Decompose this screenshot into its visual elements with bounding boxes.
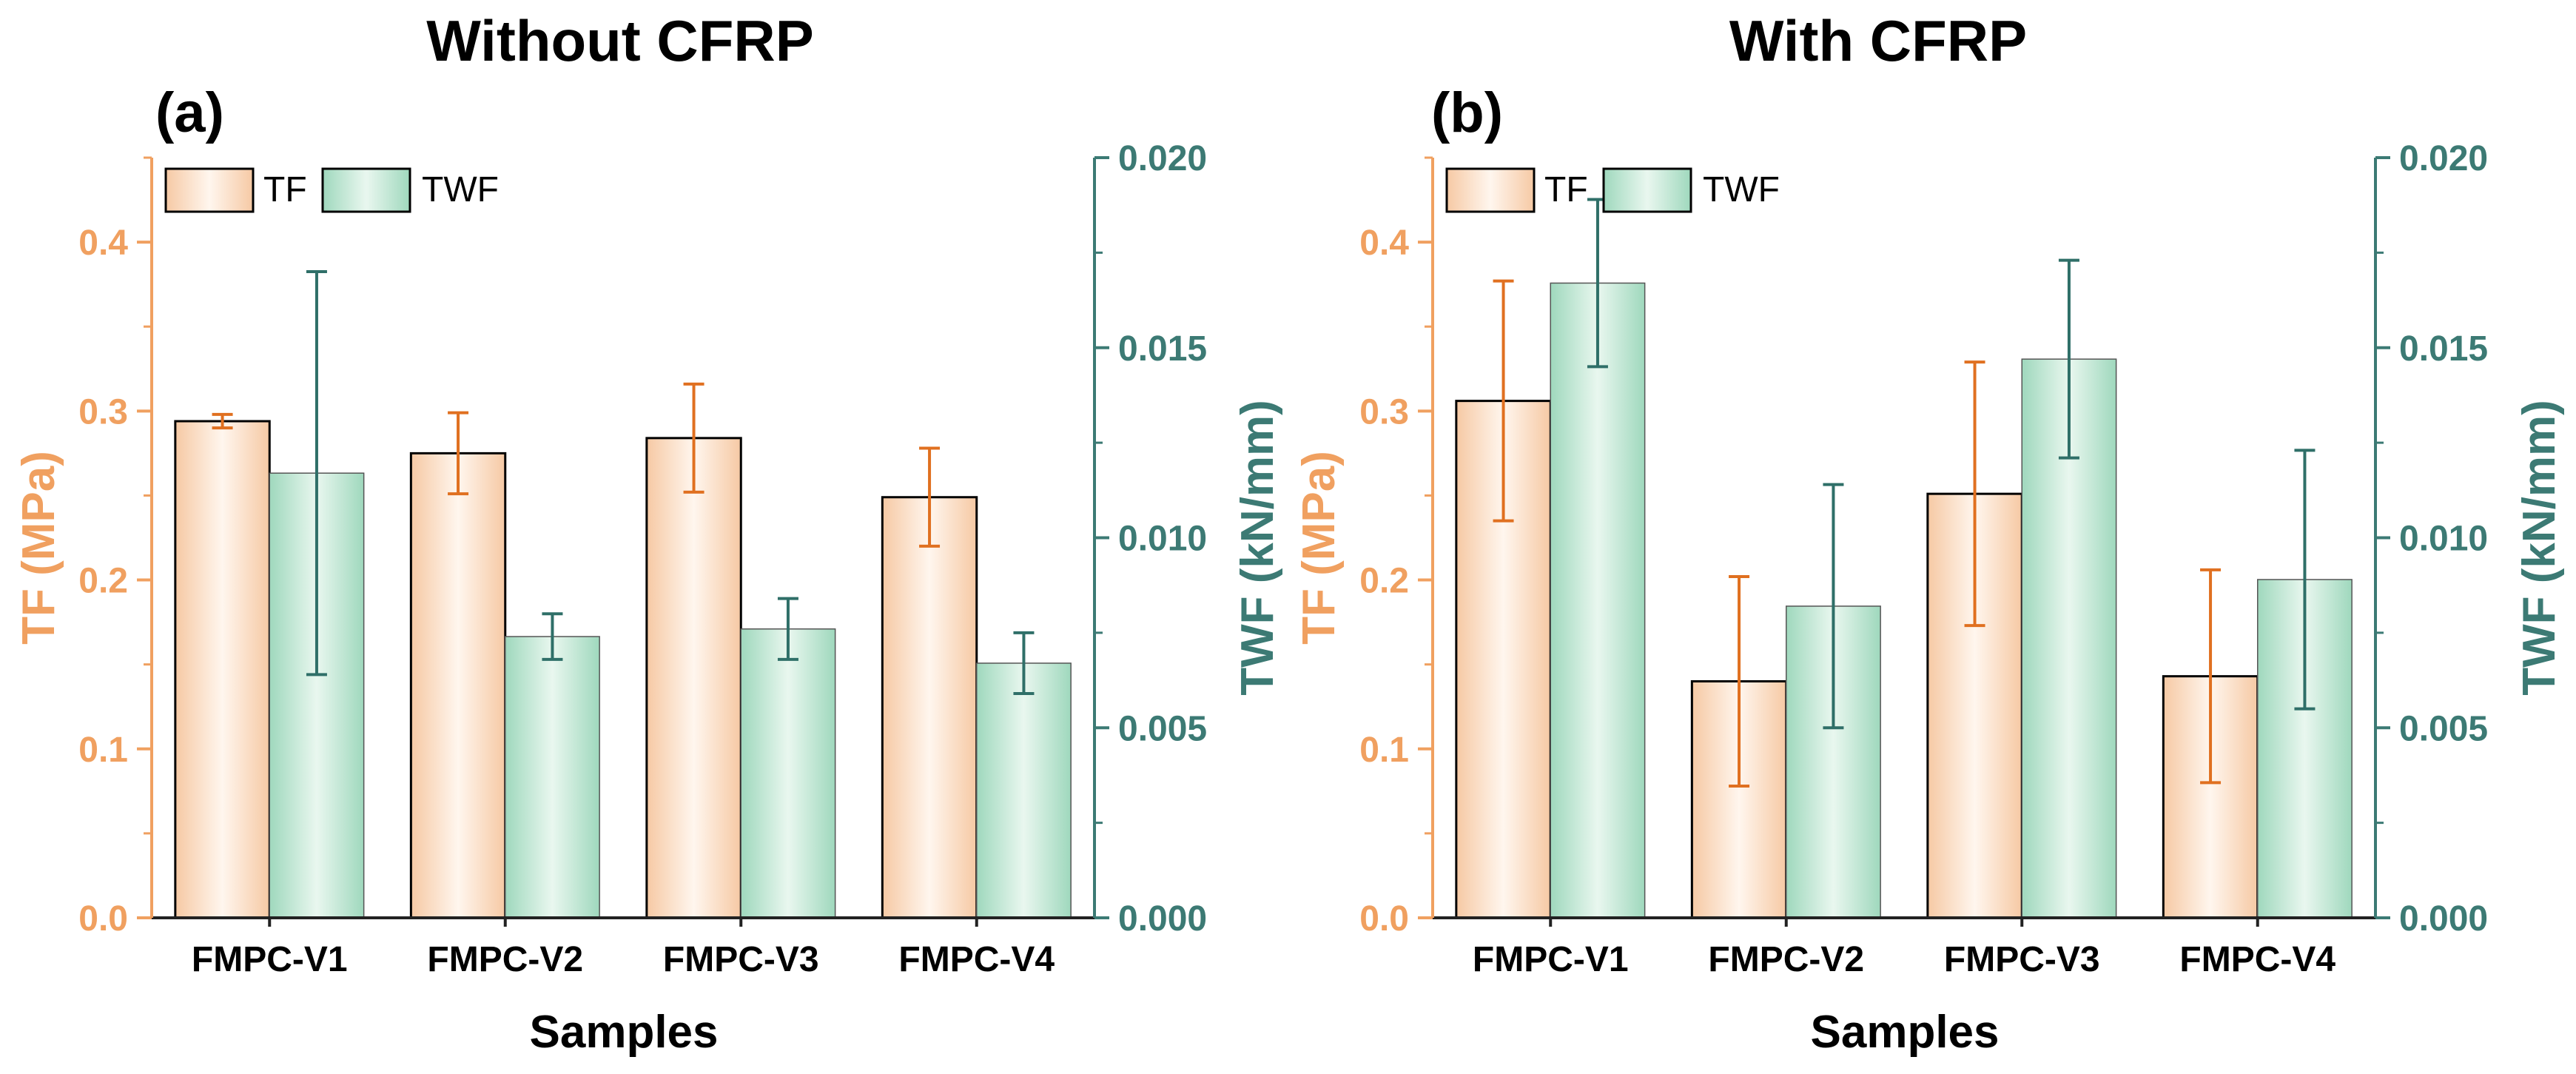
bar-twf-fmpc-v2	[505, 636, 600, 919]
y-tick-label-right: 0.005	[2399, 709, 2488, 748]
error-bar-twf-fmpc-v2	[1823, 483, 1844, 730]
panel-with-cfrp: With CFRP (b) Samples TF (MPa) TWF (kN/m…	[1294, 8, 2565, 1058]
y-tick-label-right: 0.015	[2399, 329, 2488, 369]
legend: TF TWF	[164, 167, 499, 213]
y-axis-label-right: TWF (kN/mm)	[2514, 400, 2565, 696]
error-bar-twf-fmpc-v3	[777, 597, 798, 661]
y-tick-label-right: 0.015	[1118, 329, 1207, 369]
legend-label-tf: TF	[263, 170, 307, 209]
legend-swatch-tf	[1445, 167, 1536, 213]
error-bar-tf-fmpc-v1	[212, 412, 233, 430]
x-axis-label: Samples	[1810, 1007, 1999, 1058]
legend-swatch-tf	[164, 167, 255, 213]
panel-without-cfrp: Without CFRP (a) Samples TF (MPa) TWF (k…	[13, 8, 1283, 1058]
y-tick-label-right: 0.010	[1118, 520, 1207, 559]
bar-twf-fmpc-v1	[1550, 282, 1646, 919]
y-tick-label-right: 0.020	[2399, 139, 2488, 178]
x-tick-label: FMPC-V4	[2179, 940, 2335, 979]
legend: TF TWF	[1445, 167, 1780, 213]
error-bar-twf-fmpc-v2	[542, 612, 563, 661]
bar-tf-fmpc-v2	[409, 452, 507, 919]
bar-tf-fmpc-v1	[174, 420, 271, 919]
x-axis-label: Samples	[529, 1007, 718, 1058]
y-tick-label-right: 0.020	[1118, 139, 1207, 178]
error-bar-tf-fmpc-v1	[1493, 279, 1514, 523]
bar-twf-fmpc-v3	[740, 628, 836, 919]
y-tick-label-left: 0.1	[1359, 731, 1409, 770]
chart-title: Without CFRP	[426, 8, 814, 73]
plot-area: FMPC-V1 FMPC-V2 FMPC-V3 FMPC-V4 0.0 0.1 0.2 0.3…	[78, 139, 1207, 979]
y-tick-label-right: 0.000	[2399, 899, 2488, 939]
y-tick-label-left: 0.3	[1359, 392, 1409, 432]
x-tick-label: FMPC-V4	[898, 940, 1055, 979]
y-axis-label-left: TF (MPa)	[13, 451, 64, 645]
legend-label-twf: TWF	[422, 170, 499, 209]
error-bar-tf-fmpc-v2	[448, 411, 469, 496]
error-bar-tf-fmpc-v2	[1729, 574, 1750, 788]
bar-tf-fmpc-v3	[645, 437, 742, 919]
y-tick-label-left: 0.4	[78, 224, 128, 263]
y-tick-label-left: 0.2	[1359, 562, 1409, 601]
y-tick-label-left: 0.4	[1359, 224, 1409, 263]
bar-tf-fmpc-v4	[881, 496, 978, 919]
x-tick-label: FMPC-V2	[427, 940, 583, 979]
chart-title: With CFRP	[1729, 8, 2027, 73]
x-tick-label: FMPC-V2	[1708, 940, 1864, 979]
error-bar-twf-fmpc-v4	[1013, 631, 1035, 696]
y-tick-label-right: 0.005	[1118, 709, 1207, 748]
y-tick-label-left: 0.0	[78, 899, 128, 939]
error-bar-twf-fmpc-v4	[2294, 449, 2316, 711]
y-tick-label-left: 0.0	[1359, 899, 1409, 939]
bar-twf-fmpc-v4	[976, 662, 1072, 919]
x-tick-label: FMPC-V1	[1473, 940, 1629, 979]
error-bar-twf-fmpc-v3	[2058, 258, 2079, 460]
x-tick-label: FMPC-V3	[663, 940, 819, 979]
y-tick-label-right: 0.010	[2399, 520, 2488, 559]
legend-label-tf: TF	[1544, 170, 1588, 209]
error-bar-tf-fmpc-v3	[683, 382, 704, 494]
legend-swatch-twf	[1602, 167, 1692, 213]
panel-label: (a)	[155, 81, 224, 144]
x-tick-label: FMPC-V1	[192, 940, 348, 979]
legend-label-twf: TWF	[1703, 170, 1780, 209]
y-tick-label-left: 0.2	[78, 562, 128, 601]
y-axis-label-left: TF (MPa)	[1294, 451, 1345, 645]
y-tick-label-left: 0.3	[78, 392, 128, 432]
error-bar-tf-fmpc-v4	[2200, 568, 2222, 785]
x-tick-label: FMPC-V3	[1944, 940, 2100, 979]
error-bar-tf-fmpc-v3	[1964, 360, 1985, 628]
y-axis-label-right: TWF (kN/mm)	[1232, 400, 1283, 696]
legend-swatch-twf	[321, 167, 411, 213]
error-bar-twf-fmpc-v1	[306, 270, 327, 677]
y-tick-label-left: 0.1	[78, 731, 128, 770]
error-bar-tf-fmpc-v4	[919, 446, 941, 548]
panel-label: (b)	[1431, 81, 1503, 144]
plot-area: FMPC-V1 FMPC-V2 FMPC-V3 FMPC-V4 0.0 0.1 0.2 0.3…	[1359, 139, 2488, 979]
y-tick-label-right: 0.000	[1118, 899, 1207, 939]
